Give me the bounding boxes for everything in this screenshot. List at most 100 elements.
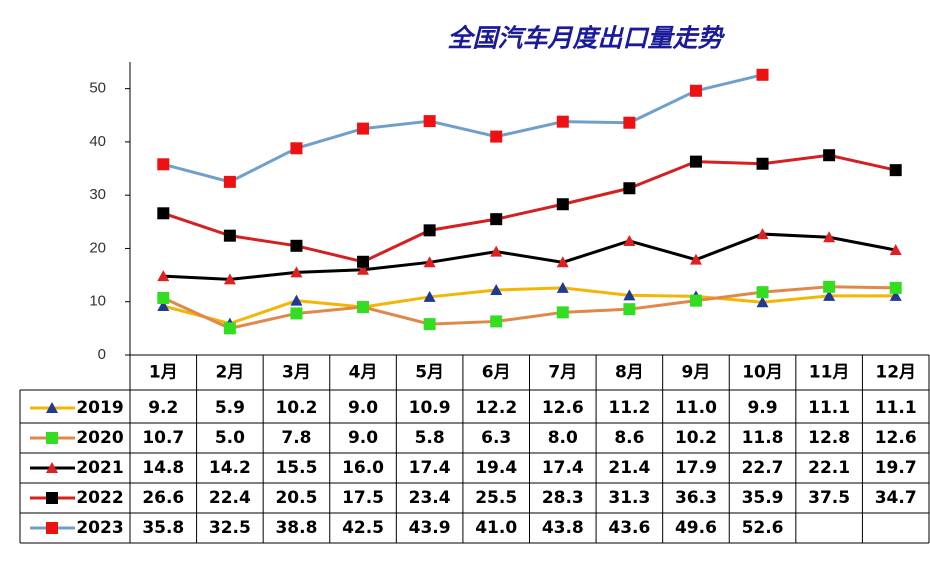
data-label: 22.7 [742, 458, 784, 478]
data-label: 23.4 [409, 488, 451, 508]
x-tick-label: 7月 [548, 363, 577, 383]
data-point [689, 155, 702, 168]
data-point [223, 229, 236, 242]
x-tick-label: 2月 [215, 363, 244, 383]
data-label: 17.5 [342, 488, 384, 508]
legend-marker [46, 492, 58, 504]
data-label: 11.1 [808, 398, 850, 418]
data-point [290, 142, 303, 155]
x-tick-label: 5月 [415, 363, 444, 383]
data-point [823, 149, 836, 162]
data-point [157, 158, 170, 171]
data-point [290, 294, 303, 306]
data-point [423, 318, 436, 331]
data-point [689, 253, 702, 265]
data-label: 9.9 [747, 398, 777, 418]
data-point [223, 273, 236, 285]
legend-label: 2019 [76, 398, 123, 418]
data-label: 34.7 [875, 488, 917, 508]
data-point [157, 270, 170, 282]
data-label: 17.9 [675, 458, 717, 478]
x-tick-label: 6月 [482, 363, 511, 383]
data-point [290, 266, 303, 278]
data-label: 42.5 [342, 518, 384, 538]
data-point [556, 115, 569, 128]
data-label: 28.3 [542, 488, 584, 508]
data-label: 12.2 [475, 398, 517, 418]
data-point [823, 289, 836, 301]
data-point [357, 255, 370, 268]
series-line [162, 73, 763, 184]
data-point [556, 306, 569, 319]
data-label: 5.0 [215, 428, 245, 448]
y-tick-label: 40 [89, 133, 106, 150]
series-line [163, 232, 896, 281]
data-point [623, 234, 636, 246]
data-label: 19.7 [875, 458, 917, 478]
data-label: 41.0 [475, 518, 517, 538]
data-point [423, 115, 436, 128]
data-point [490, 245, 503, 257]
data-point [556, 281, 569, 293]
data-point [157, 291, 170, 304]
data-point [756, 68, 769, 81]
x-tick-label: 8月 [615, 363, 644, 383]
legend-marker [46, 462, 58, 473]
data-point [357, 301, 370, 314]
data-point [357, 263, 370, 275]
data-label: 43.6 [608, 518, 650, 538]
data-point [623, 116, 636, 129]
data-point [490, 315, 503, 328]
y-tick-label: 50 [89, 80, 106, 97]
series-line [162, 153, 897, 264]
data-point [889, 281, 902, 294]
data-label: 36.3 [675, 488, 717, 508]
data-point [889, 244, 902, 256]
data-point [223, 175, 236, 188]
legend-marker [46, 402, 58, 413]
legend-label: 2023 [76, 518, 123, 538]
data-label: 19.4 [475, 458, 517, 478]
data-label: 15.5 [275, 458, 317, 478]
data-label: 35.9 [742, 488, 784, 508]
data-label: 25.5 [475, 488, 517, 508]
data-point [623, 182, 636, 195]
y-tick-label: 10 [89, 293, 106, 310]
legend-label: 2022 [76, 488, 123, 508]
x-tick-label: 1月 [149, 363, 178, 383]
data-label: 11.1 [875, 398, 917, 418]
series-line [162, 286, 896, 326]
data-label: 26.6 [142, 488, 184, 508]
data-label: 5.9 [215, 398, 245, 418]
data-label: 43.8 [542, 518, 584, 538]
data-label: 11.2 [608, 398, 650, 418]
data-label: 9.0 [348, 398, 378, 418]
data-label: 16.0 [342, 458, 384, 478]
data-label: 43.9 [409, 518, 451, 538]
data-point [157, 207, 170, 220]
data-point [423, 224, 436, 237]
data-label: 52.6 [742, 518, 784, 538]
y-tick-label: 0 [98, 346, 106, 363]
data-label: 5.8 [415, 428, 445, 448]
data-point [889, 289, 902, 301]
data-label: 12.6 [542, 398, 584, 418]
data-label: 37.5 [808, 488, 850, 508]
data-point [157, 299, 170, 311]
data-point [423, 256, 436, 268]
data-label: 10.7 [142, 428, 184, 448]
data-label: 22.1 [808, 458, 850, 478]
y-tick-label: 20 [89, 239, 106, 256]
data-point [290, 307, 303, 320]
data-point [889, 164, 902, 177]
data-label: 14.8 [142, 458, 184, 478]
data-label: 11.8 [742, 428, 784, 448]
data-point [756, 286, 769, 299]
data-label: 49.6 [675, 518, 717, 538]
data-label: 17.4 [409, 458, 451, 478]
data-label: 22.4 [209, 488, 251, 508]
data-point [290, 239, 303, 252]
data-label: 17.4 [542, 458, 584, 478]
y-tick-label: 30 [89, 186, 106, 203]
